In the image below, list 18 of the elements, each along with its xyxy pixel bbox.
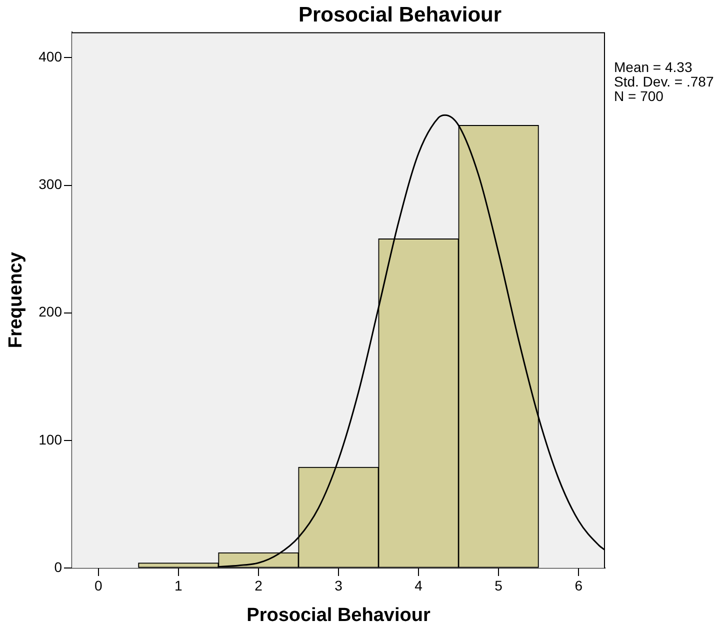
chart-title: Prosocial Behaviour xyxy=(298,3,502,26)
y-axis-title: Frequency xyxy=(6,252,27,348)
x-axis-title: Prosocial Behaviour xyxy=(246,604,431,626)
x-tick-label: 0 xyxy=(94,577,103,594)
y-tick-label: 100 xyxy=(38,431,62,448)
x-tick-label: 1 xyxy=(174,577,183,594)
y-tick-label: 300 xyxy=(38,176,62,192)
text: Mean = 4.33 xyxy=(614,59,692,76)
text: Std. Dev. = .787 xyxy=(614,74,714,90)
y-tick-label: 400 xyxy=(38,48,62,65)
x-tick-label: 4 xyxy=(414,577,423,594)
x-tick-label: 2 xyxy=(254,577,263,594)
x-tick-label: 6 xyxy=(574,577,583,594)
y-tick-label: 200 xyxy=(38,304,62,320)
x-tick-label: 5 xyxy=(494,577,503,594)
text: N = 700 xyxy=(614,88,664,104)
y-tick-label: 0 xyxy=(54,558,62,575)
x-tick-label: 3 xyxy=(334,577,343,594)
